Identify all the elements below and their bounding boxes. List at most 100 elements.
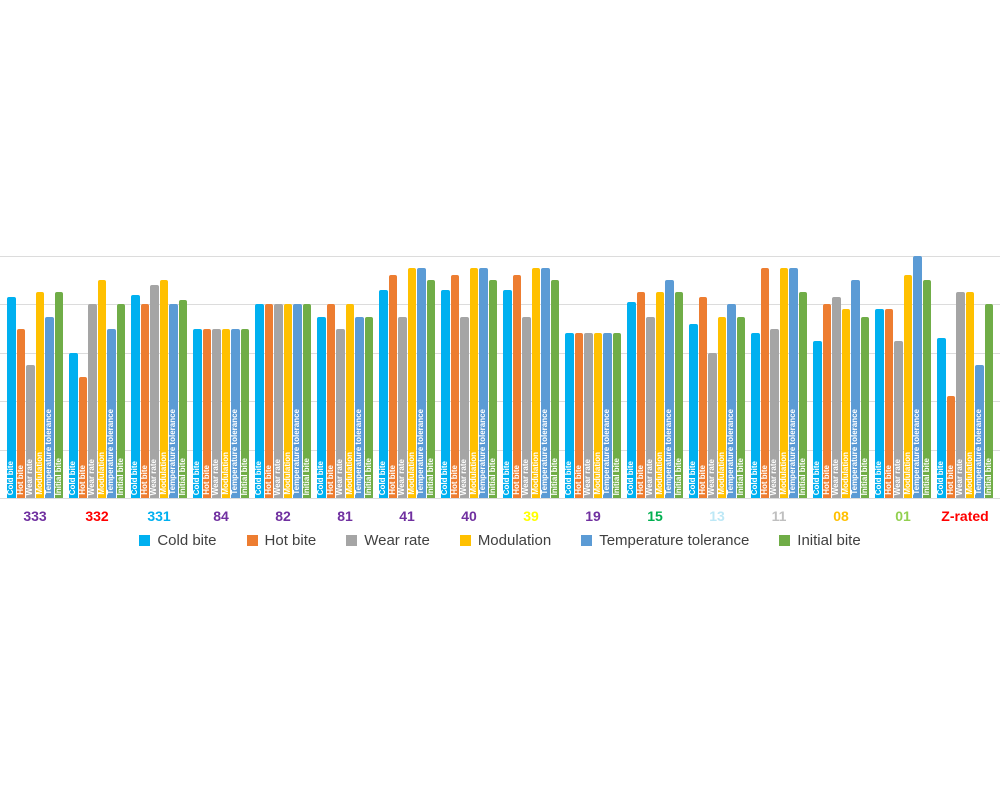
bar: Temperature tolerance <box>727 304 736 498</box>
gridline <box>0 449 1000 451</box>
bar: Wear rate <box>894 340 903 498</box>
bar-group-11: Cold bite Hot bite Wear rate Modulation Temp… <box>748 256 810 498</box>
legend-swatch-icon <box>346 535 358 546</box>
bar-group-331: Cold bite Hot bite Wear rate Modulation Temp… <box>128 256 190 498</box>
category-label: 40 <box>461 508 477 524</box>
category-label: Z-rated <box>941 508 989 524</box>
bar-series-label: Temperature tolerance <box>45 409 54 495</box>
bar: Hot bite <box>264 304 273 498</box>
bar-series-label: Cold bite <box>69 460 78 495</box>
legend-item: Hot bite <box>246 532 316 549</box>
bar-series-label: Hot bite <box>140 465 149 495</box>
bar: Hot bite <box>760 268 769 498</box>
bar: Temperature tolerance <box>169 304 178 498</box>
bar: Modulation <box>593 333 602 498</box>
bar: Temperature tolerance <box>479 268 488 498</box>
legend-label: Temperature tolerance <box>599 532 750 549</box>
bar: Hot bite <box>884 309 893 498</box>
bar-series-label: Wear rate <box>646 458 655 495</box>
bar: Cold bite <box>379 289 388 498</box>
bar: Modulation <box>221 328 230 498</box>
bar: Cold bite <box>751 333 760 498</box>
bar: Cold bite <box>69 352 78 498</box>
bar: Temperature tolerance <box>975 364 984 498</box>
bar: Wear rate <box>88 304 97 498</box>
legend-swatch-icon <box>246 535 258 546</box>
bar-series-label: Cold bite <box>441 460 450 495</box>
bar: Modulation <box>345 304 354 498</box>
bar-series-label: Hot bite <box>884 465 893 495</box>
category-label: 11 <box>771 508 787 524</box>
bar: Temperature tolerance <box>913 256 922 498</box>
bar-group-13: Cold bite Hot bite Wear rate Modulation Temp… <box>686 256 748 498</box>
gridline <box>0 498 1000 499</box>
bar: Temperature tolerance <box>665 280 674 498</box>
bar: Wear rate <box>398 316 407 498</box>
bar-series-label: Wear rate <box>88 458 97 495</box>
bar-series-label: Hot bite <box>636 465 645 495</box>
bar: Cold bite <box>255 304 264 498</box>
bar-series-label: Hot bite <box>698 465 707 495</box>
bar: Wear rate <box>584 333 593 498</box>
bar-series-label: Initial bite <box>798 457 807 495</box>
legend-swatch-icon <box>581 535 593 546</box>
category-label: 333 <box>23 508 47 524</box>
bar-series-label: Cold bite <box>193 460 202 495</box>
bar: Initial bite <box>860 316 869 498</box>
bar-group-333: Cold bite Hot bite Wear rate Modulation Temp… <box>4 256 66 498</box>
category-label: 15 <box>647 508 663 524</box>
bar-series-label: Temperature tolerance <box>355 409 364 495</box>
bar-series-label: Modulation <box>779 452 788 495</box>
bar: Initial bite <box>550 280 559 498</box>
legend-swatch-icon <box>779 535 791 546</box>
bar: Temperature tolerance <box>417 268 426 498</box>
bar-series-label: Hot bite <box>326 465 335 495</box>
bar-series-label: Modulation <box>841 452 850 495</box>
category-label: 39 <box>523 508 539 524</box>
bar: Initial bite <box>612 333 621 498</box>
legend: Cold bite Hot bite Wear rate Modulation Temp… <box>0 532 1000 549</box>
bar: Hot bite <box>636 292 645 498</box>
bar: Cold bite <box>317 316 326 498</box>
bar-series-label: Hot bite <box>202 465 211 495</box>
bar: Initial bite <box>922 280 931 498</box>
bar-series-label: Wear rate <box>894 458 903 495</box>
bar: Modulation <box>469 268 478 498</box>
bar-series-label: Modulation <box>531 452 540 495</box>
bar-series-label: Hot bite <box>946 465 955 495</box>
bar-series-label: Initial bite <box>612 457 621 495</box>
bar-series-label: Modulation <box>221 452 230 495</box>
bar: Modulation <box>655 292 664 498</box>
bar-series-label: Temperature tolerance <box>541 409 550 495</box>
bar-series-label: Modulation <box>35 452 44 495</box>
bar-group-19: Cold bite Hot bite Wear rate Modulation Temp… <box>562 256 624 498</box>
legend-label: Modulation <box>477 532 552 549</box>
bar: Initial bite <box>798 292 807 498</box>
bar: Wear rate <box>460 316 469 498</box>
bar: Wear rate <box>336 328 345 498</box>
category-axis: 333 332 331 84 82 81 41 40 39 19 15 13 11 08 01 Z-rated <box>4 506 996 526</box>
bar: Modulation <box>407 268 416 498</box>
bar-series-label: Modulation <box>407 452 416 495</box>
bar: Initial bite <box>984 304 993 498</box>
bar-series-label: Modulation <box>283 452 292 495</box>
bar-series-label: Initial bite <box>674 457 683 495</box>
category-label: 332 <box>85 508 109 524</box>
bar-series-label: Modulation <box>345 452 354 495</box>
bar-group-08: Cold bite Hot bite Wear rate Modulation Temp… <box>810 256 872 498</box>
bar-series-label: Temperature tolerance <box>851 409 860 495</box>
legend-item: Cold bite <box>139 532 217 549</box>
gridline <box>0 304 1000 306</box>
bar-series-label: Initial bite <box>984 457 993 495</box>
bar: Wear rate <box>646 316 655 498</box>
bar: Cold bite <box>627 301 636 498</box>
bar-series-label: Temperature tolerance <box>603 409 612 495</box>
bar: Hot bite <box>202 328 211 498</box>
bar: Cold bite <box>193 328 202 498</box>
bar: Cold bite <box>565 333 574 498</box>
bar-series-label: Cold bite <box>627 460 636 495</box>
bar-series-label: Cold bite <box>7 460 16 495</box>
bar-series-label: Wear rate <box>522 458 531 495</box>
bar-series-label: Temperature tolerance <box>169 409 178 495</box>
